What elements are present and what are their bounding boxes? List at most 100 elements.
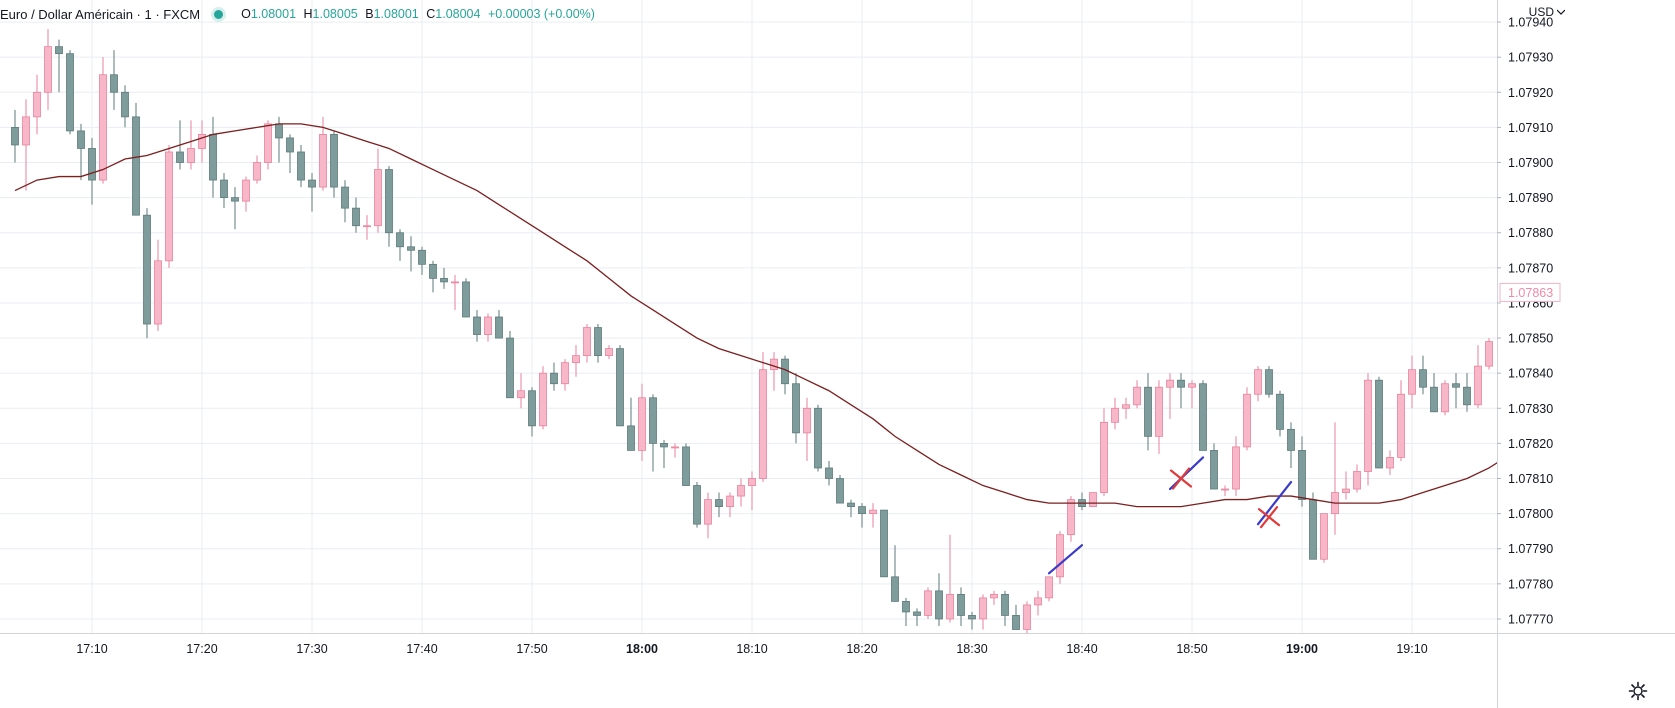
candle[interactable]: [759, 352, 767, 483]
candle[interactable]: [737, 478, 745, 507]
candle[interactable]: [616, 345, 624, 427]
candle[interactable]: [726, 492, 734, 518]
candle[interactable]: [1111, 397, 1119, 430]
candle[interactable]: [517, 373, 525, 409]
candle[interactable]: [22, 99, 30, 191]
candle[interactable]: [1012, 604, 1020, 630]
candle[interactable]: [99, 57, 107, 184]
candle[interactable]: [627, 397, 635, 451]
candle[interactable]: [66, 50, 74, 135]
candle[interactable]: [1386, 450, 1394, 475]
candle[interactable]: [693, 482, 701, 528]
candle[interactable]: [33, 74, 41, 135]
candle[interactable]: [1364, 373, 1372, 486]
candle[interactable]: [319, 116, 327, 191]
candle[interactable]: [858, 503, 866, 528]
candle[interactable]: [792, 373, 800, 444]
candle[interactable]: [902, 597, 910, 626]
candle[interactable]: [924, 587, 932, 619]
candle[interactable]: [1419, 355, 1427, 395]
candle[interactable]: [1089, 492, 1097, 507]
candle[interactable]: [957, 587, 965, 626]
candle[interactable]: [847, 499, 855, 518]
time-axis[interactable]: 17:10 17:20 17:30 17:40 17:50 18:00 18:10 18:20…: [0, 633, 1675, 657]
candle[interactable]: [121, 85, 129, 128]
candle[interactable]: [1309, 492, 1317, 560]
candle[interactable]: [88, 137, 96, 205]
candle[interactable]: [704, 492, 712, 539]
candle[interactable]: [1353, 464, 1361, 493]
candle[interactable]: [407, 236, 415, 272]
trend-line-drawing[interactable]: [1256, 480, 1293, 526]
candle[interactable]: [264, 120, 272, 170]
candle[interactable]: [583, 324, 591, 363]
candle[interactable]: [836, 475, 844, 504]
candle[interactable]: [231, 187, 239, 230]
candle[interactable]: [440, 267, 448, 289]
candle[interactable]: [572, 345, 580, 377]
gear-icon[interactable]: [1628, 681, 1648, 701]
candle[interactable]: [1166, 373, 1174, 419]
candle[interactable]: [165, 144, 173, 268]
candle[interactable]: [825, 460, 833, 486]
cross-mark[interactable]: [1257, 506, 1281, 529]
candle[interactable]: [1254, 366, 1262, 402]
candle[interactable]: [748, 471, 756, 511]
candle[interactable]: [1155, 380, 1163, 454]
candle[interactable]: [286, 134, 294, 174]
candle[interactable]: [1375, 376, 1383, 469]
candle[interactable]: [132, 102, 140, 216]
candle[interactable]: [187, 120, 195, 170]
candle[interactable]: [1144, 373, 1152, 451]
candle[interactable]: [946, 534, 954, 623]
candle[interactable]: [77, 123, 85, 181]
candle[interactable]: [1034, 590, 1042, 616]
candle[interactable]: [1177, 373, 1185, 409]
candle[interactable]: [1474, 345, 1482, 409]
candle[interactable]: [1221, 485, 1229, 497]
candle[interactable]: [352, 197, 360, 233]
candle[interactable]: [506, 331, 514, 399]
candle[interactable]: [1441, 380, 1449, 416]
candle[interactable]: [528, 387, 536, 437]
candle[interactable]: [968, 611, 976, 630]
candle[interactable]: [781, 355, 789, 395]
candle[interactable]: [374, 148, 382, 233]
candle[interactable]: [110, 50, 118, 110]
candle[interactable]: [1243, 387, 1251, 451]
candle[interactable]: [913, 608, 921, 626]
candle[interactable]: [561, 359, 569, 391]
candle[interactable]: [1232, 436, 1240, 497]
moving-average-line[interactable]: [14, 123, 1500, 508]
candle[interactable]: [1452, 373, 1460, 409]
candle[interactable]: [1276, 390, 1284, 437]
candle[interactable]: [605, 345, 613, 360]
candle[interactable]: [451, 274, 459, 310]
candle[interactable]: [869, 503, 877, 528]
candle[interactable]: [341, 180, 349, 223]
candle[interactable]: [1023, 601, 1031, 633]
candle[interactable]: [1397, 380, 1405, 461]
candle[interactable]: [638, 383, 646, 461]
candle[interactable]: [1408, 355, 1416, 409]
candle[interactable]: [1188, 380, 1196, 409]
candle[interactable]: [660, 439, 668, 468]
candle[interactable]: [1122, 397, 1130, 419]
candle[interactable]: [308, 173, 316, 212]
candle[interactable]: [1485, 338, 1493, 370]
symbol-title[interactable]: Euro / Dollar Américain · 1 · FXCM: [0, 6, 201, 22]
candle[interactable]: [396, 229, 404, 261]
candle[interactable]: [1199, 380, 1207, 451]
candle[interactable]: [55, 39, 63, 93]
cross-mark[interactable]: [1169, 467, 1193, 490]
candle[interactable]: [11, 109, 19, 163]
candle[interactable]: [242, 176, 250, 212]
candle[interactable]: [44, 29, 52, 110]
candle[interactable]: [979, 594, 987, 630]
candle[interactable]: [1045, 576, 1053, 602]
candle[interactable]: [891, 545, 899, 602]
candle[interactable]: [154, 239, 162, 332]
candle[interactable]: [649, 394, 657, 472]
candle[interactable]: [1430, 373, 1438, 413]
